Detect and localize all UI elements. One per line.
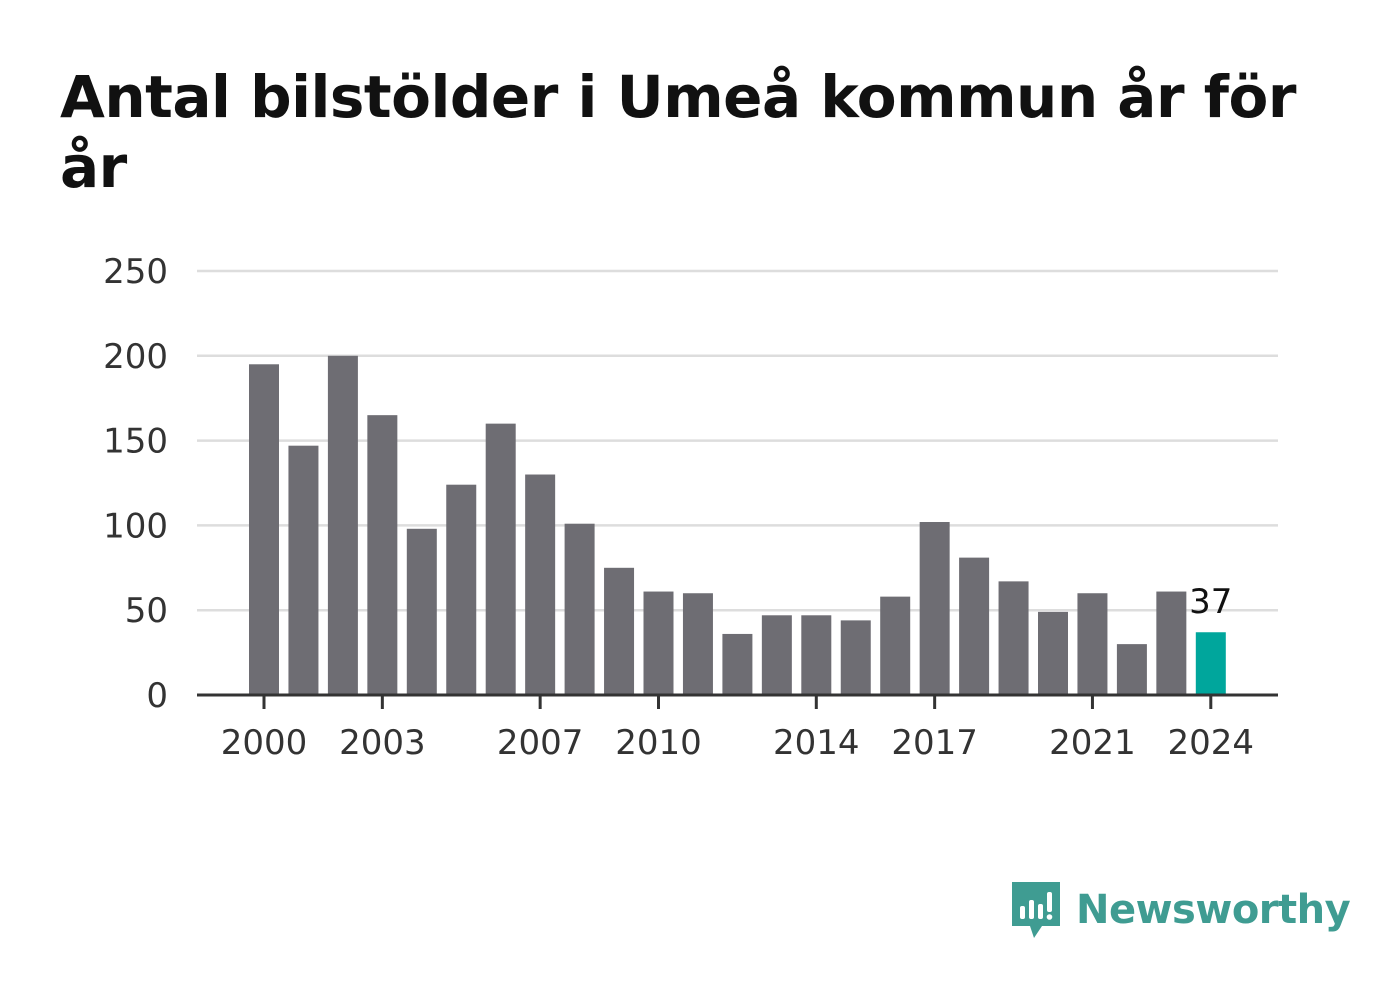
- bar-2003: [367, 415, 398, 695]
- bar-2010: [643, 591, 674, 695]
- bar-2005: [446, 484, 477, 695]
- bar-2009: [604, 567, 635, 695]
- bar-2018: [959, 557, 990, 695]
- x-tick-label-2021: 2021: [1049, 723, 1136, 763]
- y-tick-label-150: 150: [103, 422, 168, 462]
- bar-2019: [998, 581, 1029, 695]
- chart-title: Antal bilstölder i Umeå kommun år för år: [60, 63, 1296, 201]
- bars: [249, 355, 1226, 695]
- y-tick-label-200: 200: [103, 337, 168, 377]
- x-tick-label-2017: 2017: [891, 723, 978, 763]
- bar-2024: [1195, 632, 1226, 695]
- bar-2013: [761, 615, 792, 695]
- y-tick-label-0: 0: [146, 676, 168, 716]
- bar-2012: [722, 633, 753, 695]
- bar-2001: [288, 445, 319, 695]
- axes: [197, 693, 1278, 709]
- x-tick-label-2000: 2000: [221, 723, 308, 763]
- y-tick-label-50: 50: [125, 591, 168, 631]
- bar-2014: [801, 615, 832, 695]
- y-tick-label-100: 100: [103, 506, 168, 546]
- bar-2004: [406, 528, 437, 695]
- labels: 0 50 100 150 200 250 2000 2003 2007 2010 2014 2017 2…: [103, 252, 1254, 763]
- x-tick-label-2024: 2024: [1168, 723, 1255, 763]
- bar-2023: [1156, 591, 1187, 695]
- bar-2017: [919, 522, 950, 695]
- bar-2000: [249, 364, 279, 695]
- brand-logo: Newsworthy: [1010, 878, 1351, 942]
- bar-2007: [525, 474, 556, 695]
- x-tick-label-2014: 2014: [773, 723, 860, 763]
- grid-lines: [197, 269, 1278, 612]
- bar-2006: [485, 423, 516, 695]
- data-label-2024: 37: [1189, 582, 1232, 622]
- bar-2015: [840, 620, 871, 695]
- brand-name: Newsworthy: [1076, 887, 1351, 933]
- bar-2020: [1038, 611, 1068, 695]
- x-tick-label-2003: 2003: [339, 723, 426, 763]
- bar-2008: [564, 523, 595, 695]
- bar-2002: [327, 355, 358, 695]
- bar-2021: [1077, 593, 1108, 695]
- x-tick-label-2007: 2007: [497, 723, 584, 763]
- bar-2022: [1116, 644, 1147, 695]
- newsworthy-logo-icon: [1012, 882, 1060, 938]
- y-tick-label-250: 250: [103, 252, 168, 292]
- bar-2011: [682, 593, 713, 695]
- x-tick-label-2010: 2010: [615, 723, 702, 763]
- bar-2016: [880, 596, 911, 695]
